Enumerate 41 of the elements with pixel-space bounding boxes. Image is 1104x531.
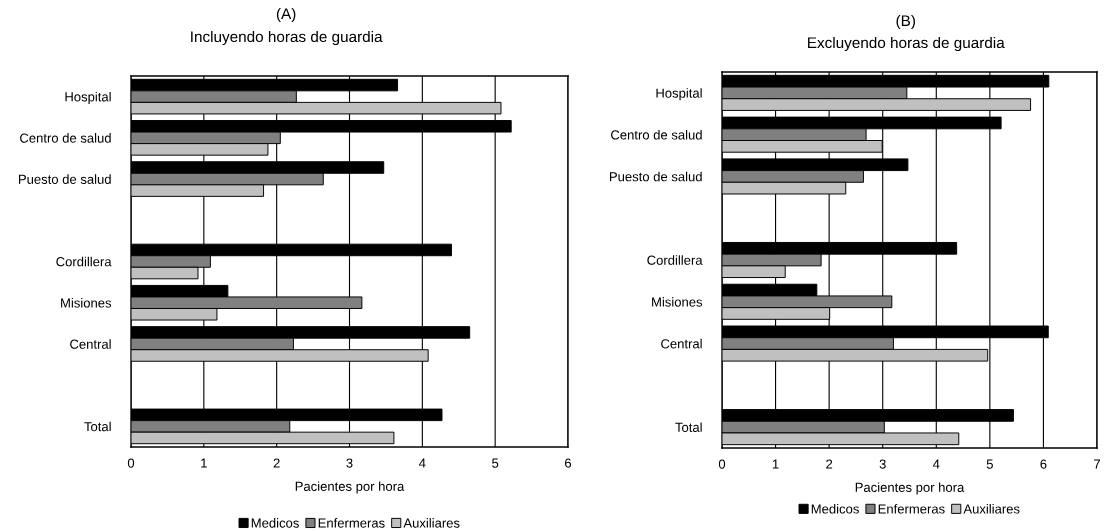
y-tick-label: Puesto de salud — [610, 171, 702, 182]
x-tick-label: 6 — [1040, 459, 1047, 469]
x-axis-title: Pacientes por hora — [855, 482, 965, 495]
y-tick-label: Misiones — [652, 297, 703, 307]
x-tick-label: 6 — [565, 458, 572, 468]
legend-label: Enfermeras — [878, 503, 945, 514]
x-axis-title: Pacientes por hora — [295, 481, 405, 494]
x-tick-label: 2 — [273, 458, 280, 468]
x-tick-label: 7 — [1094, 459, 1100, 469]
x-tick-label: 1 — [201, 458, 207, 468]
y-tick-label: Centro de salud — [20, 133, 111, 143]
chart-subtitle: Excluyendo horas de guardia — [808, 36, 1005, 52]
chart-title: (A) — [276, 7, 296, 23]
x-tick-label: 1 — [772, 459, 779, 469]
chart-subtitle: Incluyendo horas de guardia — [191, 30, 383, 46]
x-tick-label: 3 — [346, 458, 353, 468]
x-tick-label: 2 — [826, 459, 833, 469]
x-tick-label: 0 — [127, 458, 135, 468]
x-tick-label: 5 — [986, 459, 993, 469]
y-tick-label: Cordillera — [56, 256, 112, 267]
legend-label: Enfermeras — [318, 518, 385, 528]
y-tick-label: Cordillera — [647, 255, 703, 265]
y-tick-label: Central — [661, 338, 702, 349]
x-tick-label: 5 — [492, 458, 499, 468]
y-tick-label: Hospital — [65, 91, 111, 105]
y-tick-label: Hospital — [656, 88, 702, 101]
y-tick-label: Total — [675, 422, 702, 432]
legend-label: Auxiliares — [403, 518, 460, 528]
legend-label: Auxiliares — [963, 503, 1020, 514]
x-tick-label: 3 — [879, 459, 886, 469]
y-tick-label: Central — [70, 339, 111, 349]
y-tick-label: Centro de salud — [611, 129, 702, 140]
x-tick-label: 4 — [932, 459, 940, 469]
y-tick-label: Puesto de salud — [19, 174, 111, 184]
legend-label: Medicos — [251, 518, 299, 528]
x-tick-label: 4 — [419, 458, 426, 468]
y-tick-label: Total — [84, 421, 111, 432]
x-tick-label: 0 — [718, 459, 726, 469]
y-tick-label: Misiones — [61, 297, 112, 308]
legend-label: Medicos — [811, 503, 859, 514]
chart-title: (B) — [896, 14, 915, 30]
